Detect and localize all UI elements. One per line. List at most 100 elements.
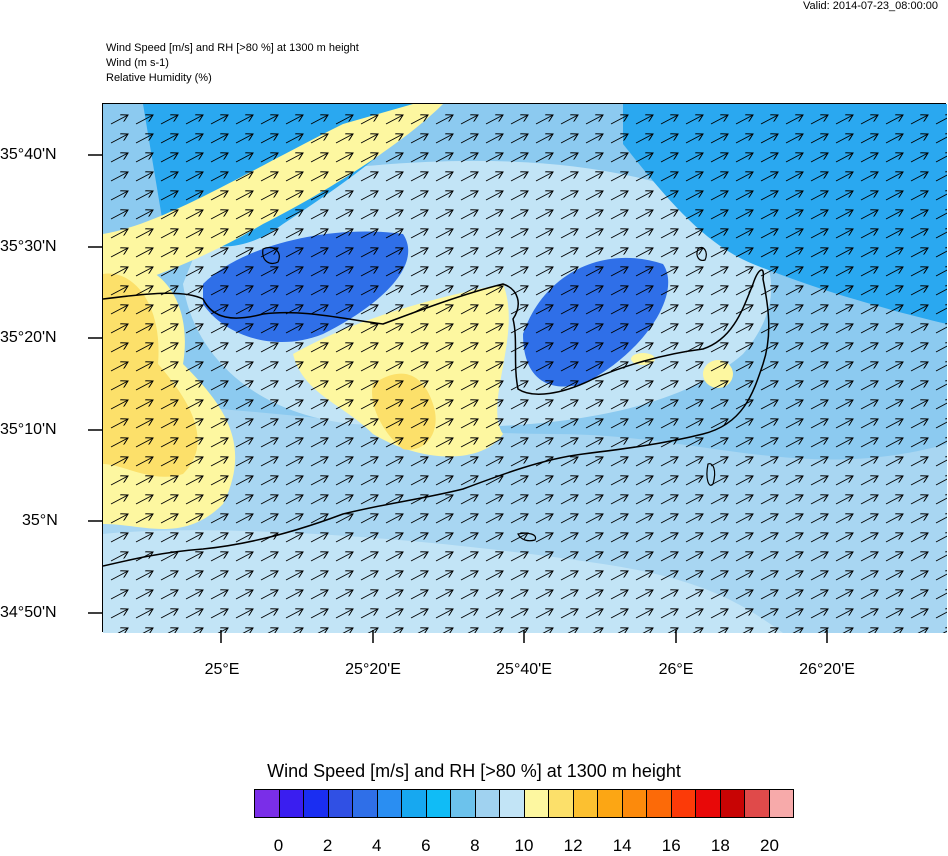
field-yellow-central	[293, 284, 509, 457]
wind-arrow	[710, 381, 728, 391]
wind-arrow	[460, 267, 478, 277]
wind-arrow	[185, 134, 203, 144]
wind-arrow	[760, 381, 778, 391]
wind-arrow	[910, 324, 928, 334]
wind-arrow	[285, 495, 303, 505]
wind-arrow	[135, 248, 153, 258]
wind-arrow	[535, 438, 553, 448]
wind-arrow	[835, 191, 853, 201]
wind-arrow	[160, 115, 178, 125]
wind-arrow	[260, 400, 278, 410]
colorbar-label: 16	[661, 836, 681, 855]
wind-arrow	[135, 267, 153, 277]
wind-arrow	[935, 286, 947, 296]
wind-arrow	[467, 628, 478, 633]
wind-arrow	[635, 495, 653, 505]
colorbar-cell	[328, 790, 353, 817]
lon-ticks	[220, 630, 828, 643]
wind-arrow	[310, 514, 328, 524]
wind-arrow	[335, 134, 353, 144]
wind-arrow	[160, 229, 178, 239]
wind-arrow	[185, 609, 203, 619]
wind-arrow	[710, 419, 728, 429]
wind-arrow	[610, 495, 628, 505]
wind-arrow	[435, 533, 453, 543]
wind-arrow	[910, 514, 928, 524]
wind-arrow	[185, 115, 203, 125]
wind-arrow	[160, 438, 178, 448]
wind-arrow	[585, 324, 603, 334]
wind-arrow	[885, 438, 903, 448]
wind-arrow	[892, 628, 903, 633]
wind-arrow	[710, 362, 728, 372]
wind-arrow	[510, 153, 528, 163]
wind-arrow	[760, 229, 778, 239]
wind-arrow	[660, 590, 678, 600]
wind-arrow	[835, 495, 853, 505]
wind-arrow	[385, 191, 403, 201]
wind-arrow	[860, 286, 878, 296]
wind-arrow	[635, 172, 653, 182]
wind-arrow	[860, 476, 878, 486]
wind-arrow	[760, 533, 778, 543]
wind-arrow	[560, 324, 578, 334]
wind-arrow	[460, 210, 478, 220]
wind-arrow	[485, 343, 503, 353]
wind-arrow	[885, 400, 903, 410]
wind-arrow	[635, 324, 653, 334]
wind-arrow	[310, 267, 328, 277]
wind-arrow	[935, 362, 947, 372]
wind-arrow	[460, 115, 478, 125]
wind-arrow	[285, 115, 303, 125]
wind-arrow	[160, 343, 178, 353]
wind-arrow	[235, 229, 253, 239]
wind-arrow	[510, 286, 528, 296]
wind-arrow	[435, 210, 453, 220]
wind-arrow	[360, 609, 378, 619]
wind-arrow	[535, 248, 553, 258]
wind-arrow	[260, 609, 278, 619]
wind-arrow	[185, 343, 203, 353]
wind-arrow	[510, 210, 528, 220]
wind-arrow	[185, 191, 203, 201]
wind-arrow	[610, 362, 628, 372]
wind-arrow	[635, 210, 653, 220]
wind-arrow	[760, 571, 778, 581]
wind-arrow	[185, 419, 203, 429]
wind-arrow	[210, 400, 228, 410]
wind-arrow	[335, 210, 353, 220]
wind-arrow	[585, 400, 603, 410]
wind-arrow	[610, 419, 628, 429]
wind-arrow	[410, 495, 428, 505]
wind-arrow	[560, 248, 578, 258]
wind-arrow	[835, 457, 853, 467]
wind-arrow	[910, 457, 928, 467]
wind-arrow	[360, 286, 378, 296]
colorbar-cell	[549, 790, 574, 817]
wind-arrow	[710, 153, 728, 163]
wind-arrow	[660, 419, 678, 429]
wind-arrow	[710, 305, 728, 315]
wind-arrow	[560, 533, 578, 543]
wind-arrow	[360, 514, 378, 524]
wind-arrow	[460, 476, 478, 486]
wind-arrow	[385, 286, 403, 296]
wind-arrow	[210, 324, 228, 334]
wind-arrow	[267, 628, 278, 633]
wind-arrow	[685, 533, 703, 543]
wind-arrow	[535, 343, 553, 353]
wind-arrow	[185, 324, 203, 334]
wind-arrow	[135, 286, 153, 296]
wind-arrow	[660, 267, 678, 277]
wind-arrow	[185, 305, 203, 315]
wind-arrow	[535, 153, 553, 163]
wind-arrow	[135, 362, 153, 372]
wind-arrow	[585, 115, 603, 125]
wind-arrow	[835, 305, 853, 315]
wind-arrow	[785, 343, 803, 353]
wind-arrow	[160, 267, 178, 277]
wind-arrow	[535, 552, 553, 562]
wind-arrow	[635, 533, 653, 543]
wind-arrow	[735, 153, 753, 163]
wind-arrow	[410, 286, 428, 296]
